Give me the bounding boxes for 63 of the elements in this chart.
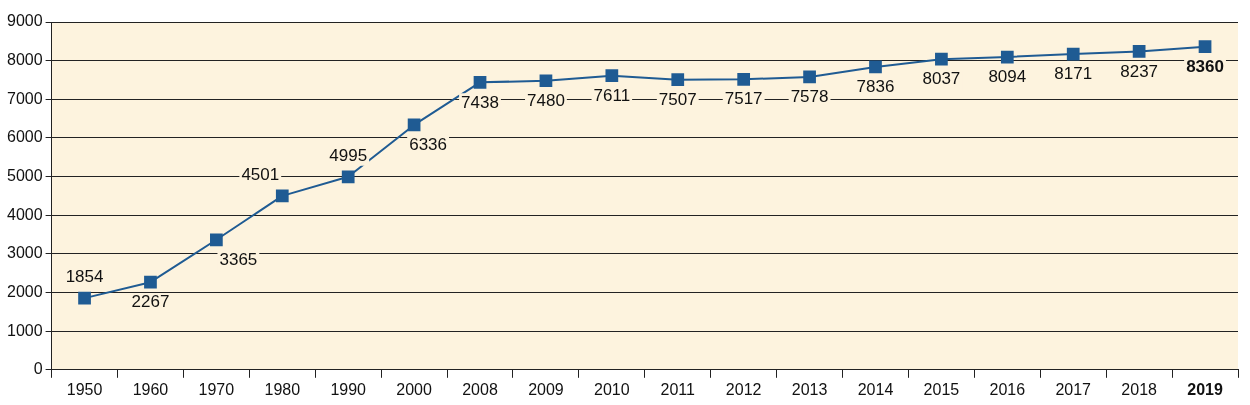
point [210,233,223,247]
point [144,275,157,289]
data-label: 8171 [1054,64,1093,84]
x-tick-label: 1980 [264,380,301,398]
y-tick-label: 9000 [7,12,43,30]
data-label: 7517 [724,89,763,109]
y-tick-label: 6000 [7,128,43,146]
x-tick-label: 2010 [594,380,630,398]
x-tick-label: 1950 [66,380,103,398]
point [869,60,882,74]
data-label: 4501 [241,165,280,185]
y-tick-label: 8000 [7,51,43,69]
x-tick-label: 2014 [857,380,894,398]
y-tick-label: 4000 [7,205,43,223]
data-label: 2267 [131,292,170,312]
point [1066,47,1080,61]
data-label: 4995 [329,145,368,165]
data-label: 8037 [922,69,961,89]
x-tick-label: 2011 [660,380,696,398]
data-label: 1854 [65,267,104,287]
y-tick-label: 1000 [7,321,43,339]
point [935,52,948,66]
data-label: 6336 [409,135,448,155]
point [1198,40,1212,54]
x-tick-label: 2017 [1055,380,1092,398]
data-label: 7480 [527,90,565,110]
y-tick-label: 3000 [7,244,43,262]
x-tick-label: 2015 [923,380,960,398]
x-tick-label: 2000 [396,380,433,398]
x-tick-label: 1990 [330,380,367,398]
point [1132,45,1146,58]
y-tick-label: 5000 [7,166,43,184]
data-label: 7507 [658,89,697,109]
x-tick-label: 1960 [132,380,169,398]
point [539,74,553,88]
x-tick-label: 1970 [198,380,235,398]
point [1000,50,1014,64]
y-tick-label: 2000 [7,282,43,300]
point [803,70,816,84]
data-label: 7438 [461,92,499,112]
data-label: 3365 [219,249,258,269]
x-tick-label: 2008 [462,380,498,398]
x-tick-label: 2013 [791,380,828,398]
data-label: 7836 [856,77,895,97]
x-tick-label: 2016 [989,380,1026,398]
x-tick-label: 2018 [1121,380,1158,398]
data-label: 8360 [1186,56,1224,76]
x-tick-label: 2019 [1187,380,1223,398]
x-tick-label: 2012 [725,380,762,398]
point [275,189,289,203]
y-tick-label: 7000 [7,89,43,107]
data-label: 8094 [988,67,1027,87]
y-tick-label: 0 [33,360,43,378]
x-tick-label: 2009 [528,380,564,398]
point [341,170,355,184]
point [605,69,619,83]
data-label: 8237 [1120,61,1159,81]
point [78,291,91,305]
point [737,72,751,86]
point [473,76,487,89]
point [671,73,685,87]
data-label: 7578 [790,87,829,107]
data-label: 7611 [593,85,631,105]
